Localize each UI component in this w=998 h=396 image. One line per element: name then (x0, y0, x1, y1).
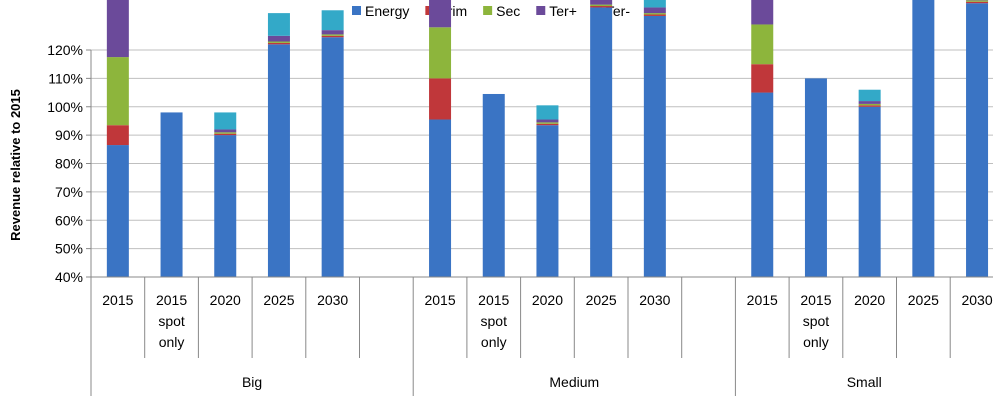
bar-segment-sec (751, 24, 774, 65)
bar-segment-sec (214, 132, 237, 134)
bar-segment-energy (804, 78, 827, 277)
legend-swatch (536, 6, 546, 15)
category-label: spot (481, 313, 508, 329)
group-label: Big (242, 374, 262, 390)
bar-segment-ter- (536, 105, 559, 120)
bar-segment-prim (858, 105, 881, 107)
bar-segment-energy (160, 112, 183, 277)
y-tick-label: 110% (48, 70, 83, 86)
bars (106, 0, 989, 278)
category-label: spot (803, 313, 830, 329)
bar-segment-prim (321, 35, 344, 38)
bar-segment-ter- (106, 0, 129, 58)
bar-segment-ter- (858, 89, 881, 102)
bar-segment-energy (106, 145, 129, 277)
category-label: 2015 (424, 292, 455, 308)
bar-segment-ter- (590, 0, 613, 5)
category-label: 2025 (908, 292, 939, 308)
bar-segment-prim (536, 123, 559, 126)
bar-segment-ter- (429, 0, 452, 28)
category-label: spot (158, 313, 185, 329)
bar-segment-prim (214, 133, 237, 136)
bar-segment-sec (321, 34, 344, 36)
y-axis-label: Revenue relative to 2015 (8, 89, 23, 241)
category-label: only (803, 334, 829, 350)
bar-segment-energy (590, 7, 613, 277)
bar-segment-prim (751, 64, 774, 93)
bar-segment-ter- (751, 0, 774, 25)
y-tick-label: 60% (55, 212, 83, 228)
bar-segment-ter- (858, 101, 881, 104)
y-tick-label: 70% (55, 184, 83, 200)
bar-segment-prim (590, 6, 613, 8)
bar-segment-sec (643, 13, 666, 15)
category-label: 2020 (210, 292, 241, 308)
bar-segment-ter- (321, 30, 344, 35)
group-label: Medium (549, 374, 599, 390)
category-label: 2025 (586, 292, 617, 308)
y-axis: 40% 50% 60% 70% 80% 90% 100% 110% 120% (47, 42, 92, 285)
bar-segment-energy (751, 92, 774, 277)
y-tick-label: 100% (47, 99, 83, 115)
bar-segment-ter- (267, 13, 290, 36)
bar-segment-energy (643, 15, 666, 277)
y-tick-label: 90% (55, 127, 83, 143)
bar-segment-sec (966, 0, 989, 2)
category-label: 2015 (478, 292, 509, 308)
group-label: Small (847, 374, 882, 390)
category-label: 2015 (156, 292, 187, 308)
bar-segment-sec (106, 57, 129, 126)
category-label: only (159, 334, 185, 350)
bar-segment-energy (321, 37, 344, 278)
legend-entry: Energy (365, 3, 409, 19)
bar-segment-sec (429, 27, 452, 79)
bar-segment-ter- (214, 112, 237, 130)
category-label: only (481, 334, 507, 350)
category-label: 2025 (263, 292, 294, 308)
legend-entry: Sec (496, 3, 520, 19)
bar-segment-prim (106, 125, 129, 146)
bar-segment-energy (912, 0, 935, 278)
bar-segment-sec (858, 103, 881, 106)
bar-segment-energy (536, 125, 559, 277)
legend-swatch (483, 6, 493, 15)
bar-segment-ter- (643, 0, 666, 8)
category-label: 2015 (102, 292, 133, 308)
bar-segment-ter- (267, 35, 290, 42)
bar-segment-energy (482, 93, 505, 277)
bar-segment-energy (966, 3, 989, 278)
bar-segment-prim (966, 1, 989, 4)
category-label: 2015 (747, 292, 778, 308)
bar-segment-sec (536, 122, 559, 124)
bar-segment-prim (267, 42, 290, 45)
bar-segment-sec (267, 41, 290, 43)
category-label: 2030 (639, 292, 670, 308)
category-label: 2020 (532, 292, 563, 308)
bar-segment-ter- (321, 10, 344, 31)
y-tick-label: 40% (55, 269, 83, 285)
bar-segment-ter- (214, 129, 237, 133)
bar-segment-energy (267, 44, 290, 278)
y-tick-label: 80% (55, 156, 83, 172)
bar-segment-prim (429, 78, 452, 120)
bar-segment-sec (590, 4, 613, 7)
legend-entry: Ter+ (549, 3, 577, 19)
bar-segment-ter- (643, 7, 666, 14)
legend: Energy Prim Sec Ter+ Ter- (352, 3, 630, 19)
y-tick-label: 120% (47, 42, 83, 58)
category-label: 2030 (961, 292, 992, 308)
legend-swatch (352, 6, 361, 15)
category-label: 2030 (317, 292, 348, 308)
bar-segment-energy (858, 106, 881, 277)
category-label: 2020 (854, 292, 885, 308)
y-tick-label: 50% (55, 241, 83, 257)
bar-segment-energy (214, 135, 237, 277)
category-label: 2015 (800, 292, 831, 308)
x-axis: 2015 2015 spot only 2020 2025 2030 Big 2015 2015 s… (90, 276, 993, 396)
bar-segment-energy (429, 119, 452, 277)
bar-segment-prim (643, 14, 666, 16)
bar-segment-ter- (536, 119, 559, 123)
